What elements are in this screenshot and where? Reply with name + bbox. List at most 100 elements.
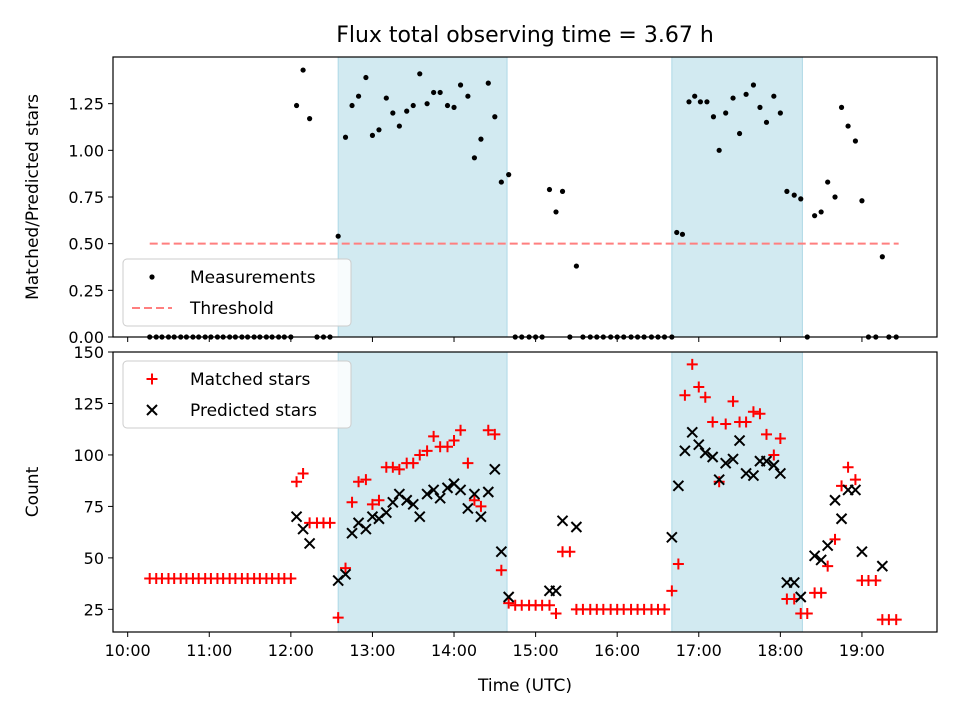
data-point <box>791 192 797 198</box>
y-tick-label: 150 <box>73 343 104 362</box>
data-point <box>856 545 868 558</box>
y-tick-label: 100 <box>73 446 104 465</box>
data-point <box>763 119 770 125</box>
data-point <box>468 494 480 506</box>
data-point <box>417 71 423 77</box>
data-point <box>573 263 579 269</box>
data-point <box>285 572 297 584</box>
data-point <box>387 496 399 509</box>
data-point <box>825 179 831 185</box>
data-point <box>437 89 443 96</box>
y-tick-label: 75 <box>84 497 104 516</box>
data-point <box>553 209 559 215</box>
data-point <box>849 484 862 496</box>
data-point <box>373 494 385 506</box>
x-tick-label: 11:00 <box>186 641 232 660</box>
data-point <box>666 531 678 544</box>
data-point <box>495 564 507 576</box>
data-point <box>421 445 433 457</box>
data-point <box>495 545 508 558</box>
data-point <box>835 513 848 525</box>
x-tick-label: 19:00 <box>839 641 885 660</box>
shaded-interval <box>671 56 803 338</box>
data-point <box>360 474 372 486</box>
data-point <box>760 455 773 467</box>
y-tick-label: 1.25 <box>68 95 104 114</box>
legend-box <box>122 258 352 327</box>
data-point <box>353 476 365 488</box>
data-point <box>363 74 369 81</box>
data-point <box>380 506 393 519</box>
x-tick-label: 10:00 <box>105 641 151 660</box>
data-point <box>774 432 786 444</box>
data-point <box>849 474 861 486</box>
data-point <box>795 591 807 603</box>
data-point <box>410 102 416 109</box>
data-point <box>716 147 722 153</box>
data-point <box>750 82 757 88</box>
data-point <box>546 186 553 193</box>
data-point <box>366 510 379 523</box>
data-point <box>475 500 487 512</box>
data-point <box>431 89 437 96</box>
legend-swatch <box>146 373 158 385</box>
data-point <box>879 254 885 260</box>
data-point <box>489 463 501 476</box>
x-tick-label: 18:00 <box>757 641 803 660</box>
data-point <box>666 585 678 597</box>
data-point <box>672 480 685 492</box>
data-point <box>434 492 446 504</box>
data-point <box>550 585 562 597</box>
data-point <box>340 562 352 574</box>
data-point <box>407 498 419 511</box>
x-tick-label: 17:00 <box>676 641 722 660</box>
data-point <box>297 523 309 535</box>
data-point <box>740 416 752 428</box>
legend-label: Matched stars <box>190 370 310 390</box>
data-point <box>727 453 739 465</box>
data-point <box>692 93 698 99</box>
shaded-interval <box>337 56 508 338</box>
data-point <box>485 80 491 86</box>
data-point <box>757 104 763 110</box>
data-point <box>720 418 732 430</box>
data-point <box>707 416 719 428</box>
data-point <box>414 449 426 461</box>
data-point <box>559 188 566 194</box>
data-point <box>829 533 841 545</box>
data-point <box>462 502 474 515</box>
data-point <box>743 91 749 97</box>
data-point <box>478 136 484 142</box>
data-point <box>710 114 717 120</box>
data-point <box>556 515 569 527</box>
data-point <box>441 482 454 494</box>
data-point <box>503 597 515 609</box>
data-point <box>465 93 471 99</box>
plot-frame <box>112 351 938 633</box>
data-point <box>723 110 729 116</box>
data-point <box>713 476 725 488</box>
data-point <box>818 209 824 215</box>
data-point <box>727 395 739 407</box>
data-point <box>335 233 341 239</box>
data-point <box>736 130 743 137</box>
data-point <box>360 523 372 535</box>
data-point <box>291 476 303 488</box>
x-tick-label: 16:00 <box>594 641 640 660</box>
data-point <box>475 510 487 523</box>
data-point <box>346 527 358 539</box>
data-point <box>733 434 746 447</box>
x-axis-label: Time (UTC) <box>477 676 572 696</box>
data-point <box>293 102 300 109</box>
data-point <box>870 575 882 587</box>
data-point <box>502 591 515 603</box>
y-tick-label: 125 <box>73 394 104 413</box>
data-point <box>798 196 804 202</box>
data-point <box>808 550 821 562</box>
data-point <box>444 102 451 109</box>
data-point <box>346 496 358 508</box>
data-point <box>492 114 498 120</box>
data-point <box>699 447 712 459</box>
chart-title: Flux total observing time = 3.67 h <box>336 23 714 48</box>
